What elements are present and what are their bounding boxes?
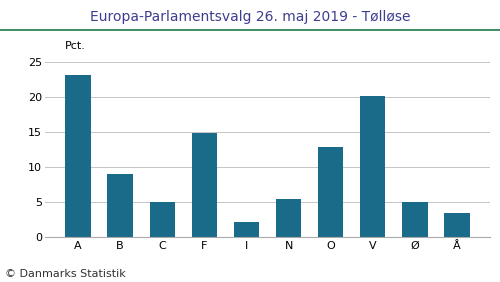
Bar (192, 133, 217, 237)
Bar (234, 222, 259, 237)
Text: Europa-Parlamentsvalg 26. maj 2019 - Tølløse: Europa-Parlamentsvalg 26. maj 2019 - Tøl… (90, 10, 410, 24)
Bar (65, 74, 90, 237)
Text: Pct.: Pct. (65, 41, 86, 51)
Bar (108, 174, 132, 237)
Text: © Danmarks Statistik: © Danmarks Statistik (5, 269, 126, 279)
Bar (318, 147, 344, 237)
Bar (276, 199, 301, 237)
Bar (360, 96, 386, 237)
Bar (150, 202, 175, 237)
Bar (444, 213, 470, 237)
Bar (402, 202, 427, 237)
